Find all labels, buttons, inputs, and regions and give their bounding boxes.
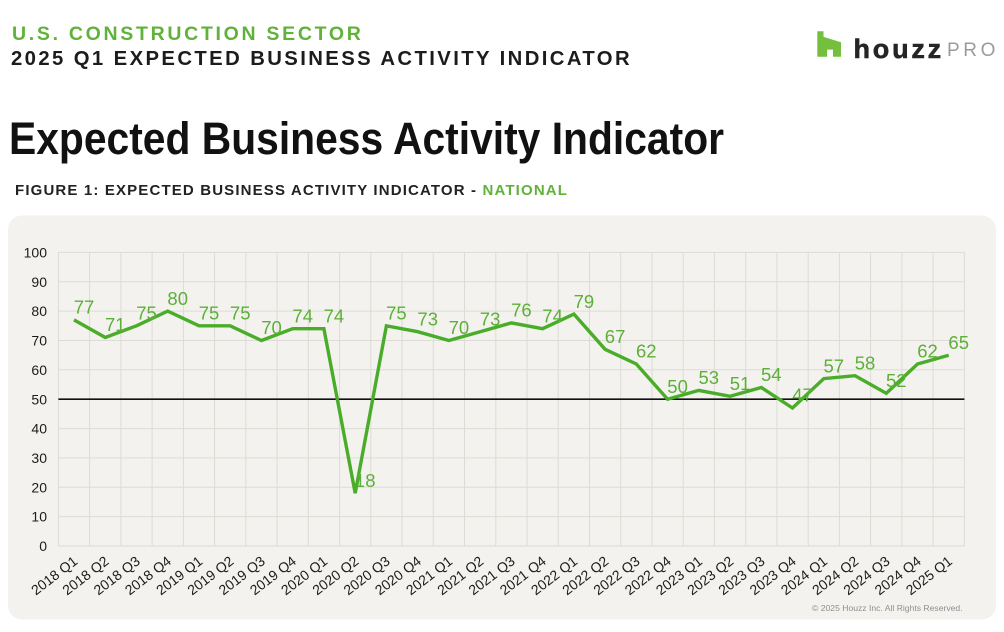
svg-text:75: 75 xyxy=(230,303,251,324)
svg-text:62: 62 xyxy=(636,341,657,362)
svg-text:100: 100 xyxy=(24,245,48,261)
svg-text:65: 65 xyxy=(948,332,969,353)
svg-text:75: 75 xyxy=(386,303,407,324)
svg-text:0: 0 xyxy=(39,538,47,554)
svg-text:76: 76 xyxy=(511,300,532,321)
svg-text:77: 77 xyxy=(74,297,95,318)
svg-text:18: 18 xyxy=(355,470,376,491)
svg-text:51: 51 xyxy=(730,373,751,394)
svg-text:75: 75 xyxy=(199,303,220,324)
svg-text:58: 58 xyxy=(855,352,876,373)
svg-text:70: 70 xyxy=(449,317,470,338)
svg-text:67: 67 xyxy=(605,326,626,347)
svg-text:80: 80 xyxy=(167,288,188,309)
svg-text:74: 74 xyxy=(542,305,563,326)
svg-text:62: 62 xyxy=(917,341,938,362)
svg-text:47: 47 xyxy=(792,385,813,406)
svg-text:54: 54 xyxy=(761,364,782,385)
svg-text:74: 74 xyxy=(292,305,313,326)
svg-text:50: 50 xyxy=(31,391,47,407)
svg-text:70: 70 xyxy=(261,317,282,338)
svg-text:20: 20 xyxy=(31,479,47,495)
svg-text:50: 50 xyxy=(667,376,688,397)
svg-text:79: 79 xyxy=(574,291,595,312)
svg-text:80: 80 xyxy=(31,303,47,319)
svg-text:73: 73 xyxy=(417,308,438,329)
svg-text:74: 74 xyxy=(324,305,345,326)
svg-text:60: 60 xyxy=(31,362,47,378)
svg-text:90: 90 xyxy=(31,274,47,290)
svg-text:71: 71 xyxy=(105,314,126,335)
svg-text:57: 57 xyxy=(824,355,845,376)
svg-text:70: 70 xyxy=(31,333,47,349)
svg-text:30: 30 xyxy=(31,450,47,466)
svg-text:53: 53 xyxy=(699,367,720,388)
svg-text:10: 10 xyxy=(31,509,47,525)
svg-text:40: 40 xyxy=(31,421,47,437)
svg-text:52: 52 xyxy=(886,370,907,391)
svg-text:73: 73 xyxy=(480,308,501,329)
svg-text:75: 75 xyxy=(136,303,157,324)
